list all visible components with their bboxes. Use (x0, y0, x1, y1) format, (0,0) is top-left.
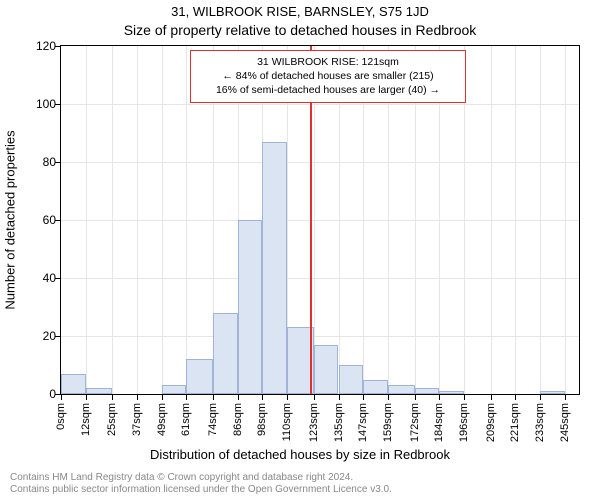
histogram-bar (415, 388, 440, 394)
x-tick-label: 221sqm (509, 403, 521, 453)
x-tick-mark (439, 395, 440, 400)
x-tick-label: 49sqm (156, 403, 168, 453)
y-tick-label: 20 (16, 329, 56, 343)
y-tick-label: 60 (16, 213, 56, 227)
x-tick-label: 98sqm (256, 403, 268, 453)
gridline-v (491, 46, 492, 394)
y-tick-mark (55, 278, 60, 279)
x-tick-label: 233sqm (534, 403, 546, 453)
x-tick-label: 135sqm (333, 403, 345, 453)
x-tick-mark (339, 395, 340, 400)
histogram-bar (388, 385, 415, 394)
y-tick-label: 100 (16, 97, 56, 111)
y-tick-label: 40 (16, 271, 56, 285)
x-tick-label: 196sqm (458, 403, 470, 453)
x-tick-label: 61sqm (180, 403, 192, 453)
x-tick-mark (491, 395, 492, 400)
y-tick-mark (55, 220, 60, 221)
gridline-v (162, 46, 163, 394)
gridline-v (137, 46, 138, 394)
histogram-bar (186, 359, 213, 394)
x-tick-mark (515, 395, 516, 400)
annotation-line: 31 WILBROOK RISE: 121sqm (199, 55, 457, 69)
y-tick-mark (55, 336, 60, 337)
x-tick-mark (186, 395, 187, 400)
histogram-bar (314, 345, 339, 394)
x-tick-mark (415, 395, 416, 400)
y-tick-mark (55, 46, 60, 47)
x-tick-mark (112, 395, 113, 400)
x-tick-mark (540, 395, 541, 400)
x-tick-label: 159sqm (382, 403, 394, 453)
footer-line-2: Contains public sector information licen… (10, 484, 392, 496)
x-tick-mark (464, 395, 465, 400)
y-tick-label: 0 (16, 387, 56, 401)
gridline-h (61, 336, 579, 337)
gridline-v (515, 46, 516, 394)
histogram-bar (540, 391, 565, 394)
gridline-v (540, 46, 541, 394)
heading-subtitle: Size of property relative to detached ho… (0, 22, 600, 38)
histogram-bar (61, 374, 86, 394)
annotation-line: ← 84% of detached houses are smaller (21… (199, 69, 457, 83)
x-tick-mark (238, 395, 239, 400)
x-tick-mark (262, 395, 263, 400)
histogram-bar (363, 380, 388, 395)
x-tick-label: 172sqm (409, 403, 421, 453)
heading-address: 31, WILBROOK RISE, BARNSLEY, S75 1JD (0, 4, 600, 19)
gridline-v (186, 46, 187, 394)
annotation-box: 31 WILBROOK RISE: 121sqm← 84% of detache… (190, 50, 466, 103)
gridline-h (61, 104, 579, 105)
histogram-bar (439, 391, 464, 394)
chart-container: 31, WILBROOK RISE, BARNSLEY, S75 1JD Siz… (0, 0, 600, 500)
gridline-h (61, 162, 579, 163)
gridline-v (112, 46, 113, 394)
histogram-bar (238, 220, 263, 394)
x-tick-label: 209sqm (485, 403, 497, 453)
x-tick-mark (162, 395, 163, 400)
x-tick-label: 245sqm (559, 403, 571, 453)
y-tick-mark (55, 104, 60, 105)
x-tick-label: 110sqm (281, 403, 293, 453)
x-tick-mark (287, 395, 288, 400)
histogram-bar (162, 385, 187, 394)
x-tick-label: 37sqm (131, 403, 143, 453)
x-tick-mark (388, 395, 389, 400)
x-tick-label: 74sqm (207, 403, 219, 453)
histogram-bar (86, 388, 113, 394)
annotation-line: 16% of semi-detached houses are larger (… (199, 83, 457, 97)
x-tick-mark (314, 395, 315, 400)
gridline-v (565, 46, 566, 394)
gridline-h (61, 278, 579, 279)
histogram-bar (339, 365, 364, 394)
x-tick-label: 147sqm (357, 403, 369, 453)
x-tick-label: 25sqm (106, 403, 118, 453)
x-tick-label: 184sqm (433, 403, 445, 453)
x-tick-label: 0sqm (55, 403, 67, 453)
x-tick-mark (86, 395, 87, 400)
x-tick-mark (363, 395, 364, 400)
y-tick-label: 80 (16, 155, 56, 169)
plot-area: 31 WILBROOK RISE: 121sqm← 84% of detache… (60, 45, 580, 395)
gridline-v (86, 46, 87, 394)
footer-attribution: Contains HM Land Registry data © Crown c… (10, 472, 392, 496)
x-tick-mark (213, 395, 214, 400)
x-tick-label: 12sqm (80, 403, 92, 453)
histogram-bar (262, 142, 287, 394)
histogram-bar (213, 313, 238, 394)
x-tick-mark (61, 395, 62, 400)
x-tick-mark (565, 395, 566, 400)
y-tick-label: 120 (16, 39, 56, 53)
gridline-h (61, 220, 579, 221)
x-tick-label: 86sqm (232, 403, 244, 453)
y-tick-mark (55, 394, 60, 395)
x-tick-label: 123sqm (308, 403, 320, 453)
y-tick-mark (55, 162, 60, 163)
x-tick-mark (137, 395, 138, 400)
footer-line-1: Contains HM Land Registry data © Crown c… (10, 472, 392, 484)
